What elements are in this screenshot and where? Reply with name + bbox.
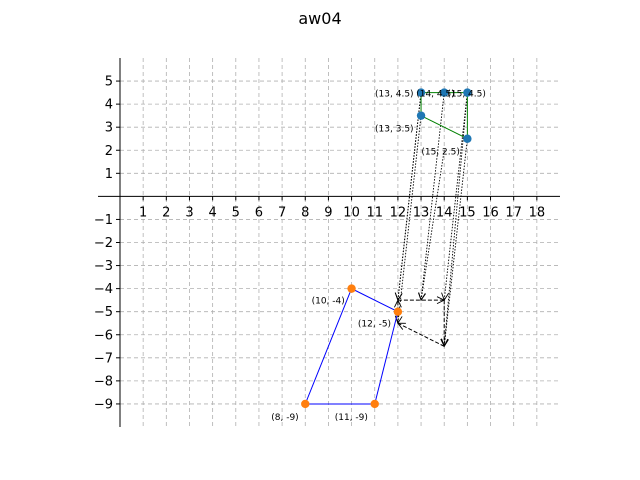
x-tick-label: 9 (324, 205, 332, 220)
point-label: (15, 4.5) (447, 90, 486, 100)
series (301, 88, 472, 409)
y-tick-label: 5 (105, 75, 113, 90)
point-label: (12, -5) (358, 320, 391, 330)
x-tick-label: 12 (390, 205, 407, 220)
x-tick-label: 2 (162, 205, 170, 220)
y-tick-label: −6 (94, 328, 113, 343)
x-tick-label: 5 (232, 205, 240, 220)
mapping-arrow (420, 92, 445, 301)
series-1-point (393, 307, 403, 316)
series-0-point (416, 111, 426, 120)
tick-labels: 1 2 3 4 5 6 7 8 9 10 11 12 13 14 15 16 17 18−9−8−7−6−5−4−… (94, 75, 545, 413)
x-tick-label: 18 (529, 205, 546, 220)
y-tick-label: −8 (94, 374, 113, 389)
dashed-polygon-arrow-head (394, 299, 402, 308)
x-tick-label: 17 (505, 205, 522, 220)
x-tick-label: 7 (278, 205, 286, 220)
point-label: (13, 3.5) (375, 125, 414, 135)
series-1-point (347, 284, 356, 293)
x-tick-label: 13 (413, 205, 430, 220)
x-tick-label: 14 (436, 205, 453, 220)
mapping-arrow-head (418, 292, 426, 302)
point-label: (14, 4.5) (416, 90, 455, 100)
y-tick-label: −5 (94, 305, 113, 320)
series-0-point (416, 88, 426, 97)
mapping-arrow (443, 92, 468, 347)
dashed-polygon-edge (397, 322, 445, 347)
point-labels: (13, 4.5) (14, 4.5)(15, 4.5) (15, 2.5) (13,… (271, 90, 486, 423)
point-label: (11, -9) (335, 413, 368, 423)
x-tick-label: 8 (301, 205, 309, 220)
axes (98, 58, 560, 427)
x-tick-label: 3 (185, 205, 193, 220)
mapping-arrow (443, 92, 468, 301)
series-0-point (440, 88, 449, 97)
mapping-arrow (443, 138, 468, 347)
grid-lines (120, 58, 560, 427)
x-tick-label: 1 (139, 205, 147, 220)
x-tick-label: 10 (343, 205, 360, 220)
y-tick-label: −1 (94, 213, 113, 228)
series-1-point (301, 399, 310, 409)
point-label: (10, -4) (312, 297, 345, 307)
mapping-arrow (420, 150, 445, 301)
series-0-point (463, 134, 472, 143)
y-tick-label: −3 (94, 259, 113, 274)
y-tick-label: 4 (105, 98, 113, 113)
y-tick-label: −7 (94, 351, 113, 366)
series-1-point (370, 399, 379, 409)
point-label: (15, 2.5) (421, 148, 460, 158)
y-tick-label: 1 (105, 167, 113, 182)
chart-title: aw04 (298, 9, 341, 28)
mapping-arrow (397, 92, 422, 301)
point-label: (13, 4.5) (375, 90, 414, 100)
x-tick-label: 16 (482, 205, 499, 220)
y-tick-label: 2 (105, 144, 113, 159)
x-tick-label: 15 (459, 205, 476, 220)
mapping-arrow (397, 115, 422, 324)
series-0-point (463, 88, 472, 97)
y-tick-label: −2 (94, 236, 113, 251)
arrows (394, 92, 468, 348)
y-tick-label: 3 (105, 121, 113, 136)
x-tick-label: 11 (366, 205, 383, 220)
y-tick-label: −9 (94, 397, 113, 412)
x-tick-label: 6 (255, 205, 263, 220)
x-tick-label: 4 (208, 205, 216, 220)
y-tick-label: −4 (94, 282, 113, 297)
point-label: (8, -9) (271, 413, 298, 423)
